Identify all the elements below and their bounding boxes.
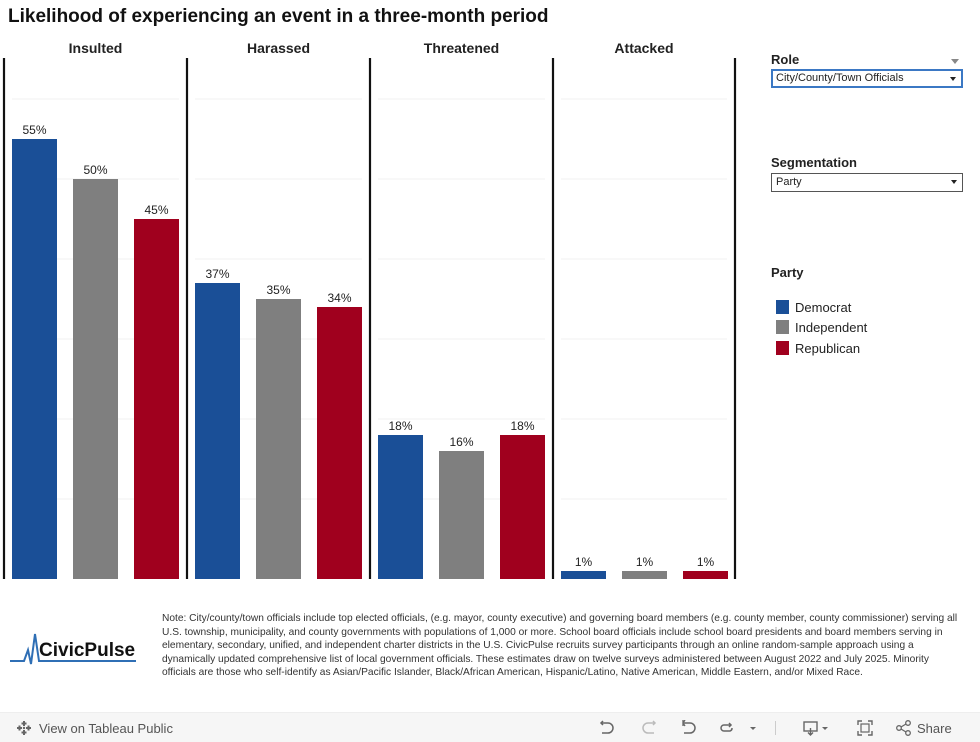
bar-independent[interactable]	[73, 179, 118, 579]
data-labels: 55% 50% 45% 37% 35% 34% 18% 16% 18% 1% 1% 1%	[22, 123, 714, 569]
logo-text: CivicPulse	[39, 640, 135, 661]
bar-democrat[interactable]	[561, 571, 606, 579]
legend-label: Democrat	[795, 299, 852, 315]
methodology-note: Note: City/county/town officials include…	[162, 613, 958, 679]
panels: Insulted Harassed Threatened Attacked	[2, 40, 737, 579]
chevron-down-icon	[951, 180, 957, 184]
data-label: 1%	[697, 555, 715, 569]
bar-democrat[interactable]	[12, 139, 57, 579]
data-label: 55%	[22, 123, 46, 137]
role-menu-caret-icon[interactable]	[951, 59, 959, 64]
share-label: Share	[917, 720, 952, 736]
refresh-button[interactable]	[718, 719, 736, 737]
data-label: 37%	[205, 267, 229, 281]
redo-icon	[642, 720, 657, 734]
chevron-down-icon	[750, 727, 756, 730]
legend-title: Party	[771, 265, 804, 280]
data-label: 50%	[83, 163, 107, 177]
refresh-icon	[720, 722, 733, 732]
legend-label: Republican	[795, 340, 861, 356]
fullscreen-button[interactable]	[856, 719, 874, 737]
data-label: 1%	[636, 555, 654, 569]
bar-republican[interactable]	[317, 307, 362, 579]
panel-header: Attacked	[614, 40, 673, 56]
civicpulse-logo: CivicPulse	[10, 633, 136, 665]
data-label: 1%	[575, 555, 593, 569]
undo-button[interactable]	[598, 719, 616, 737]
panel-header: Insulted	[69, 40, 123, 56]
bar-chart: Insulted Harassed Threatened Attacked 55% 50…	[2, 40, 737, 579]
tableau-toolbar: View on Tableau Public Share	[0, 712, 980, 742]
share-button[interactable]: Share	[895, 719, 952, 737]
tableau-logo-icon	[17, 721, 31, 735]
data-label: 16%	[449, 435, 473, 449]
bars	[12, 139, 728, 579]
undo-icon	[599, 720, 614, 734]
segmentation-dropdown-value: Party	[776, 176, 802, 188]
bar-independent[interactable]	[622, 571, 667, 579]
bar-republican[interactable]	[134, 219, 179, 579]
view-on-tableau-label: View on Tableau Public	[39, 720, 173, 736]
legend-label: Independent	[795, 319, 868, 335]
bar-republican[interactable]	[683, 571, 728, 579]
share-icon	[896, 720, 911, 736]
role-dropdown[interactable]: City/County/Town Officials	[771, 69, 963, 88]
toolbar-divider	[775, 721, 776, 735]
legend-swatch	[776, 341, 789, 355]
bar-independent[interactable]	[439, 451, 484, 579]
legend-item-independent[interactable]: Independent	[776, 319, 867, 335]
bar-independent[interactable]	[256, 299, 301, 579]
role-filter-label: Role	[771, 52, 800, 67]
legend-item-democrat[interactable]: Democrat	[776, 299, 851, 315]
data-label: 34%	[327, 291, 351, 305]
segmentation-filter-label: Segmentation	[771, 155, 857, 170]
pulse-line-icon	[10, 633, 136, 665]
download-button[interactable]	[802, 719, 830, 737]
revert-button[interactable]	[680, 719, 698, 737]
data-label: 35%	[266, 283, 290, 297]
download-icon	[803, 721, 828, 736]
legend-item-republican[interactable]: Republican	[776, 340, 860, 356]
role-dropdown-value: City/County/Town Officials	[776, 72, 904, 84]
bar-democrat[interactable]	[195, 283, 240, 579]
refresh-menu-button[interactable]	[748, 719, 758, 737]
redo-button[interactable]	[640, 719, 658, 737]
legend-swatch	[776, 320, 789, 334]
segmentation-dropdown[interactable]: Party	[771, 173, 963, 192]
revert-icon	[682, 720, 696, 734]
legend-swatch	[776, 300, 789, 314]
data-label: 18%	[388, 419, 412, 433]
bar-democrat[interactable]	[378, 435, 423, 579]
chevron-down-icon	[950, 77, 956, 81]
bar-republican[interactable]	[500, 435, 545, 579]
chart-title: Likelihood of experiencing an event in a…	[8, 6, 549, 27]
data-label: 18%	[510, 419, 534, 433]
panel-header: Harassed	[247, 40, 310, 56]
fullscreen-icon	[857, 720, 873, 736]
panel-header: Threatened	[424, 40, 499, 56]
data-label: 45%	[144, 203, 168, 217]
view-on-tableau-link[interactable]: View on Tableau Public	[16, 720, 173, 736]
